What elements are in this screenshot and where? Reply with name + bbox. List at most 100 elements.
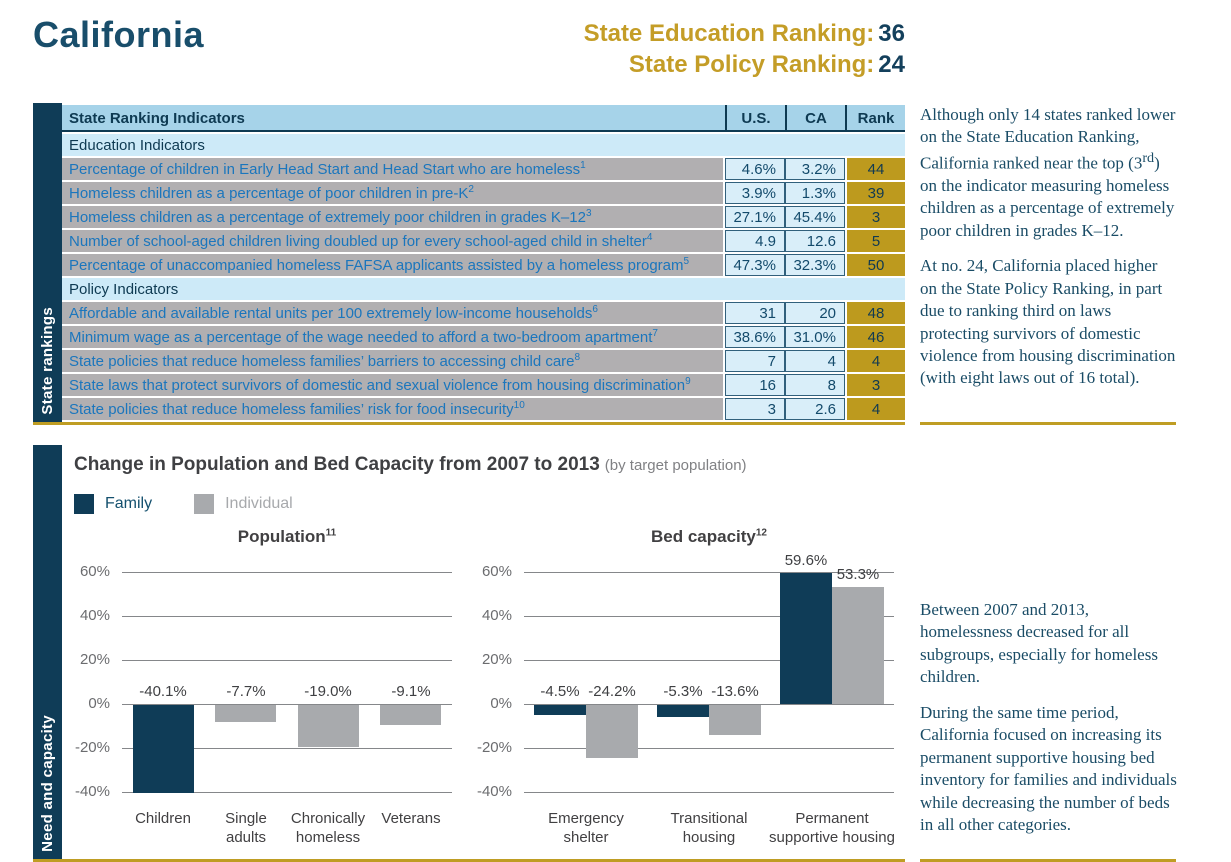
bar — [534, 705, 586, 715]
education-ranking-label: State Education Ranking: — [583, 20, 875, 47]
y-tick-label: 20% — [79, 651, 110, 668]
bar — [133, 705, 194, 793]
bar-value-label: 59.6% — [784, 552, 828, 569]
rank-value: 4 — [845, 398, 905, 420]
us-value: 4.6% — [725, 158, 785, 180]
us-value: 38.6% — [725, 326, 785, 348]
table-row: State laws that protect survivors of dom… — [62, 374, 905, 396]
us-value: 31 — [725, 302, 785, 324]
ca-value: 8 — [785, 374, 845, 396]
table-row: Homeless children as a percentage of ext… — [62, 206, 905, 228]
rank-value: 4 — [845, 350, 905, 372]
ca-value: 31.0% — [785, 326, 845, 348]
ca-value: 12.6 — [785, 230, 845, 252]
legend-item-family: Family — [74, 494, 152, 514]
table-row: Number of school-aged children living do… — [62, 230, 905, 252]
commentary-paragraph: During the same time period, California … — [920, 702, 1177, 834]
indicator-label: Affordable and available rental units pe… — [62, 302, 725, 324]
indicator-label: State policies that reduce homeless fami… — [62, 398, 725, 420]
table-header-row: State Ranking Indicators U.S. CA Rank — [62, 105, 905, 132]
rank-value: 3 — [845, 374, 905, 396]
need-capacity-section: Need and capacity Change in Population a… — [33, 445, 1231, 862]
us-value: 27.1% — [725, 206, 785, 228]
family-swatch-icon — [74, 494, 94, 514]
bar-value-label: 53.3% — [836, 566, 880, 583]
indicator-label: Percentage of unaccompanied homeless FAF… — [62, 254, 725, 276]
indicator-label: Number of school-aged children living do… — [62, 230, 725, 252]
grid-line — [122, 616, 452, 617]
policy-ranking-label: State Policy Ranking: — [628, 51, 875, 78]
table-row: Minimum wage as a percentage of the wage… — [62, 326, 905, 348]
column-header-indicators: State Ranking Indicators — [62, 105, 725, 132]
charts-content: Change in Population and Bed Capacity fr… — [62, 445, 905, 859]
grid-line — [122, 660, 452, 661]
y-tick-label: 20% — [481, 651, 512, 668]
gold-divider — [920, 422, 1176, 425]
state-rankings-side-tab: State rankings — [33, 103, 62, 422]
table-row: State policies that reduce homeless fami… — [62, 398, 905, 420]
need-capacity-band: Need and capacity Change in Population a… — [33, 445, 905, 862]
bar-value-label: -24.2% — [588, 683, 636, 700]
bar — [586, 705, 638, 758]
us-value: 16 — [725, 374, 785, 396]
us-value: 3 — [725, 398, 785, 420]
commentary-paragraph: At no. 24, California placed higher on t… — [920, 256, 1176, 388]
y-tick-label: -20% — [74, 739, 110, 756]
bar-value-label: -40.1% — [139, 683, 187, 700]
table-row: Affordable and available rental units pe… — [62, 302, 905, 324]
commentary-paragraph: Between 2007 and 2013, homelessness decr… — [920, 600, 1158, 687]
column-header-us: U.S. — [725, 105, 785, 132]
bar-value-label: -7.7% — [226, 683, 266, 700]
y-tick-label: 40% — [481, 607, 512, 624]
category-label: Veterans — [381, 810, 441, 827]
section-header-row: Policy Indicators — [62, 278, 905, 300]
rank-value: 44 — [845, 158, 905, 180]
bar — [380, 705, 441, 725]
chart-title: Population11 — [237, 527, 337, 546]
rank-value: 48 — [845, 302, 905, 324]
legend-label: Individual — [225, 495, 293, 512]
indicator-label: State laws that protect survivors of dom… — [62, 374, 725, 396]
indicator-label: Homeless children as a percentage of ext… — [62, 206, 725, 228]
y-tick-label: 0% — [88, 695, 110, 712]
y-tick-label: 0% — [490, 695, 512, 712]
ca-value: 3.2% — [785, 158, 845, 180]
grid-line — [524, 660, 894, 661]
grid-line — [524, 704, 894, 705]
rank-value: 39 — [845, 182, 905, 204]
y-tick-label: 60% — [79, 563, 110, 580]
indicator-label: State policies that reduce homeless fami… — [62, 350, 725, 372]
category-label: Transitional housing — [670, 810, 748, 847]
state-rankings-band: State rankings State Ranking Indicators … — [33, 103, 905, 425]
education-indicators-header: Education Indicators — [62, 134, 905, 156]
bar-value-label: -4.5% — [540, 683, 580, 700]
indicator-label: Homeless children as a percentage of poo… — [62, 182, 725, 204]
grid-line — [122, 748, 452, 749]
capacity-commentary: Between 2007 and 2013, homelessness decr… — [920, 445, 1181, 862]
indicator-label: Minimum wage as a percentage of the wage… — [62, 326, 725, 348]
rank-value: 50 — [845, 254, 905, 276]
section-header-row: Education Indicators — [62, 134, 905, 156]
ca-value: 1.3% — [785, 182, 845, 204]
ca-value: 45.4% — [785, 206, 845, 228]
ca-value: 4 — [785, 350, 845, 372]
table-row: Percentage of unaccompanied homeless FAF… — [62, 254, 905, 276]
grid-line — [524, 748, 894, 749]
policy-ranking-line: State Policy Ranking: 24 — [584, 49, 905, 80]
column-header-rank: Rank — [845, 105, 905, 132]
grid-line — [524, 572, 894, 573]
grid-line — [122, 704, 452, 705]
rank-value: 5 — [845, 230, 905, 252]
column-header-ca: CA — [785, 105, 845, 132]
bar — [709, 705, 761, 735]
grid-line — [524, 792, 894, 793]
state-rankings-section: State rankings State Ranking Indicators … — [33, 103, 1231, 425]
us-value: 47.3% — [725, 254, 785, 276]
category-label: Children — [135, 810, 191, 827]
grid-line — [122, 792, 452, 793]
us-value: 7 — [725, 350, 785, 372]
bar-value-label: -9.1% — [391, 683, 431, 700]
y-tick-label: -40% — [74, 783, 110, 800]
bar — [215, 705, 276, 722]
state-ranking-indicators-table: State Ranking Indicators U.S. CA Rank Ed… — [62, 103, 905, 422]
